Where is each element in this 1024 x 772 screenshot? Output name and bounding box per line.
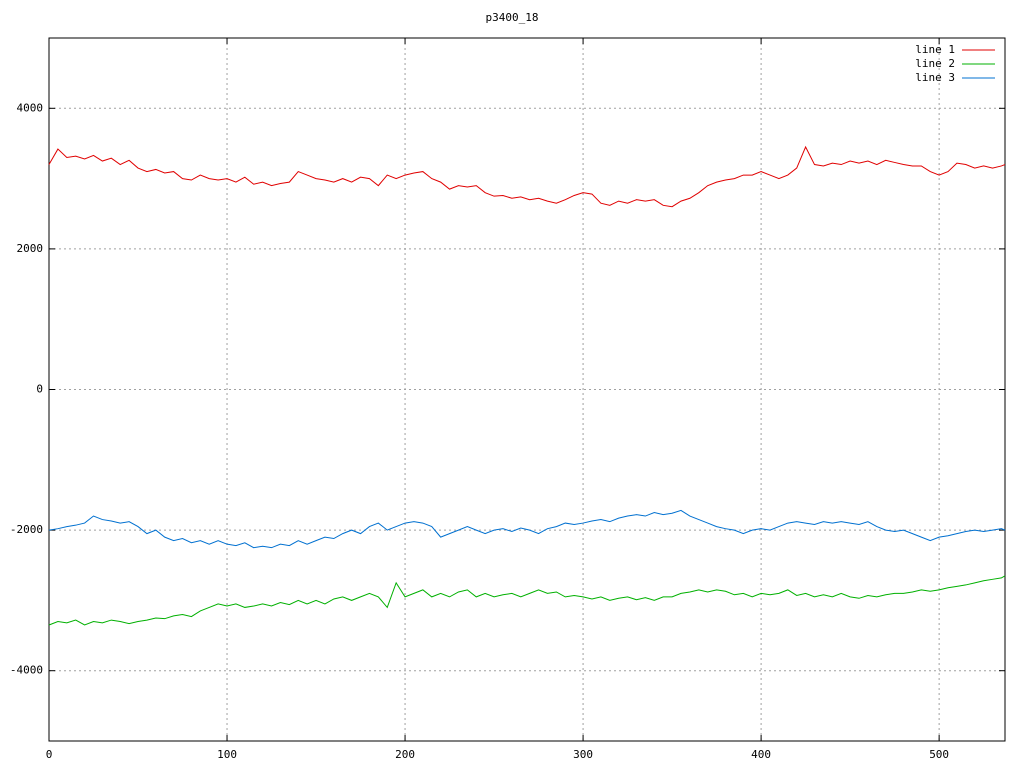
chart-title: p3400_18: [486, 11, 539, 24]
y-tick-label: -2000: [10, 523, 43, 536]
y-tick-label: 2000: [17, 242, 44, 255]
x-tick-label: 0: [46, 748, 53, 761]
data-line: [48, 509, 1006, 549]
data-line: [48, 575, 1006, 626]
y-tick-label: 0: [36, 383, 43, 396]
legend-label: line 1: [915, 43, 955, 56]
legend-label: line 2: [915, 57, 955, 70]
x-tick-label: 500: [929, 748, 949, 761]
x-tick-label: 300: [573, 748, 593, 761]
data-line: [48, 145, 1006, 208]
x-tick-label: 100: [217, 748, 237, 761]
legend-label: line 3: [915, 71, 955, 84]
y-tick-label: -4000: [10, 664, 43, 677]
x-tick-label: 200: [395, 748, 415, 761]
x-tick-label: 400: [751, 748, 771, 761]
y-tick-label: 4000: [17, 101, 44, 114]
plot-frame: [48, 37, 1006, 742]
